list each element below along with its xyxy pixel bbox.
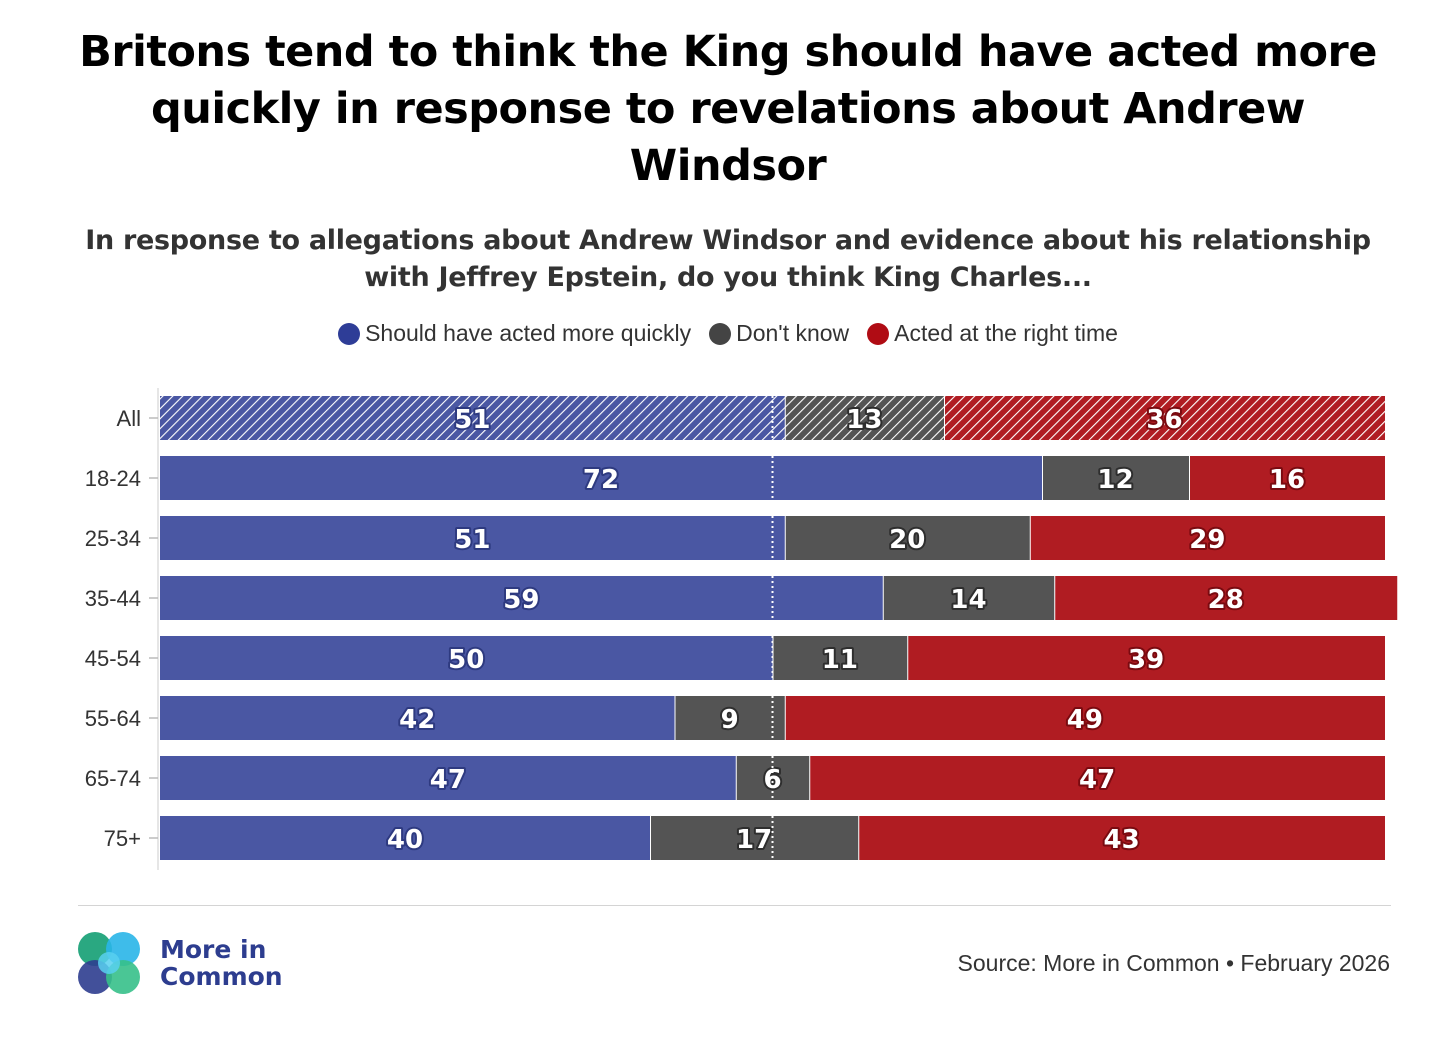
bar-segment-acted-at-the-right-time [945,396,1385,440]
logo-wordmark: More in Common [160,936,283,990]
legend-swatch-acted-quickly [338,322,361,345]
legend-swatch-dont-know [709,322,732,345]
bar-segment-don-t-know [785,516,1030,560]
chart-legend: Should have acted more quickly Don't kno… [0,320,1456,347]
bar-segment-should-have-acted-more-quickly [160,456,1042,500]
bar-value-label: 47 [1079,765,1115,795]
bar-segment-acted-at-the-right-time [1190,456,1385,500]
category-label: 45-54 [85,646,141,671]
category-label: 55-64 [85,706,141,731]
logo-mark-icon [78,932,140,994]
bar-value-label: 9 [721,705,739,735]
legend-item-dont-know: Don't know [709,320,849,347]
bar-segment-acted-at-the-right-time [1030,516,1385,560]
bar-row-45-54: 45-54 50 11 39 [85,636,1385,680]
bar-row-18-24: 18-24 72 12 16 [85,456,1385,500]
bar-segment-don-t-know [773,636,908,680]
bar-segment-should-have-acted-more-quickly [160,516,785,560]
bar-value-label: 51 [454,405,490,435]
stacked-bar-chart: All 51 13 36 18-24 72 12 16 25-34 51 20 29 35-44 59 14… [85,388,1398,870]
legend-label-right-time: Acted at the right time [894,320,1118,346]
bar-value-label: 47 [430,765,466,795]
bar-segment-should-have-acted-more-quickly [160,756,736,800]
bar-segment-should-have-acted-more-quickly [160,636,773,680]
category-label: All [117,406,141,431]
bar-segment-should-have-acted-more-quickly [160,816,650,860]
legend-item-right-time: Acted at the right time [867,320,1118,347]
bar-row-75: 75+ 40 17 43 [104,816,1385,860]
category-label: 65-74 [85,766,141,791]
bar-row-all: All 51 13 36 [117,396,1385,440]
bar-value-label: 42 [399,705,435,735]
bar-segment-don-t-know [651,816,859,860]
source-note: Source: More in Common • February 2026 [957,950,1390,976]
bars-group: All 51 13 36 18-24 72 12 16 25-34 51 20 29 35-44 59 14… [85,396,1398,860]
bar-segment-should-have-acted-more-quickly [160,396,785,440]
bar-segment-don-t-know [785,396,944,440]
bar-segment-acted-at-the-right-time [1055,576,1398,620]
bar-segment-acted-at-the-right-time [908,636,1385,680]
bar-segment-don-t-know [883,576,1055,620]
bar-value-label: 50 [448,645,484,675]
bar-row-65-74: 65-74 47 6 47 [85,756,1385,800]
footer-divider [78,905,1391,906]
category-label: 35-44 [85,586,141,611]
bar-segment-acted-at-the-right-time [810,756,1385,800]
bar-value-label: 6 [763,765,781,795]
bar-value-label: 51 [454,525,490,555]
bar-value-label: 28 [1208,585,1244,615]
bar-value-label: 17 [736,825,772,855]
bar-value-label: 29 [1189,525,1225,555]
chart-title: Britons tend to think the King should ha… [79,27,1377,191]
bar-segment-acted-at-the-right-time [785,696,1385,740]
bar-segment-don-t-know [1043,456,1189,500]
bar-segment-should-have-acted-more-quickly [160,696,675,740]
more-in-common-logo: More in Common [76,930,283,996]
legend-swatch-right-time [867,322,890,345]
chart-subtitle: In response to allegations about Andrew … [85,225,1371,293]
logo-line-2: Common [160,962,283,991]
bar-segment-should-have-acted-more-quickly [160,576,883,620]
bar-segment-acted-at-the-right-time [859,816,1385,860]
bar-value-label: 20 [889,525,925,555]
bar-value-label: 43 [1104,825,1140,855]
legend-label-acted-quickly: Should have acted more quickly [365,320,692,346]
bar-value-label: 14 [950,585,986,615]
bar-row-35-44: 35-44 59 14 28 [85,576,1398,620]
bar-value-label: 59 [503,585,539,615]
bar-value-label: 16 [1269,465,1305,495]
category-label: 25-34 [85,526,141,551]
logo-line-1: More in [160,935,267,964]
bar-value-label: 36 [1146,405,1182,435]
legend-label-dont-know: Don't know [736,320,850,346]
bar-row-25-34: 25-34 51 20 29 [85,516,1385,560]
bar-value-label: 72 [583,465,619,495]
bar-value-label: 12 [1097,465,1133,495]
legend-item-acted-quickly: Should have acted more quickly [338,320,691,347]
bar-segment-don-t-know [675,696,785,740]
bar-value-label: 11 [822,645,858,675]
bar-row-55-64: 55-64 42 9 49 [85,696,1385,740]
category-label: 18-24 [85,466,141,491]
bar-value-label: 40 [387,825,423,855]
bar-value-label: 49 [1067,705,1103,735]
category-label: 75+ [104,826,141,851]
bar-value-label: 39 [1128,645,1164,675]
bar-value-label: 13 [846,405,882,435]
